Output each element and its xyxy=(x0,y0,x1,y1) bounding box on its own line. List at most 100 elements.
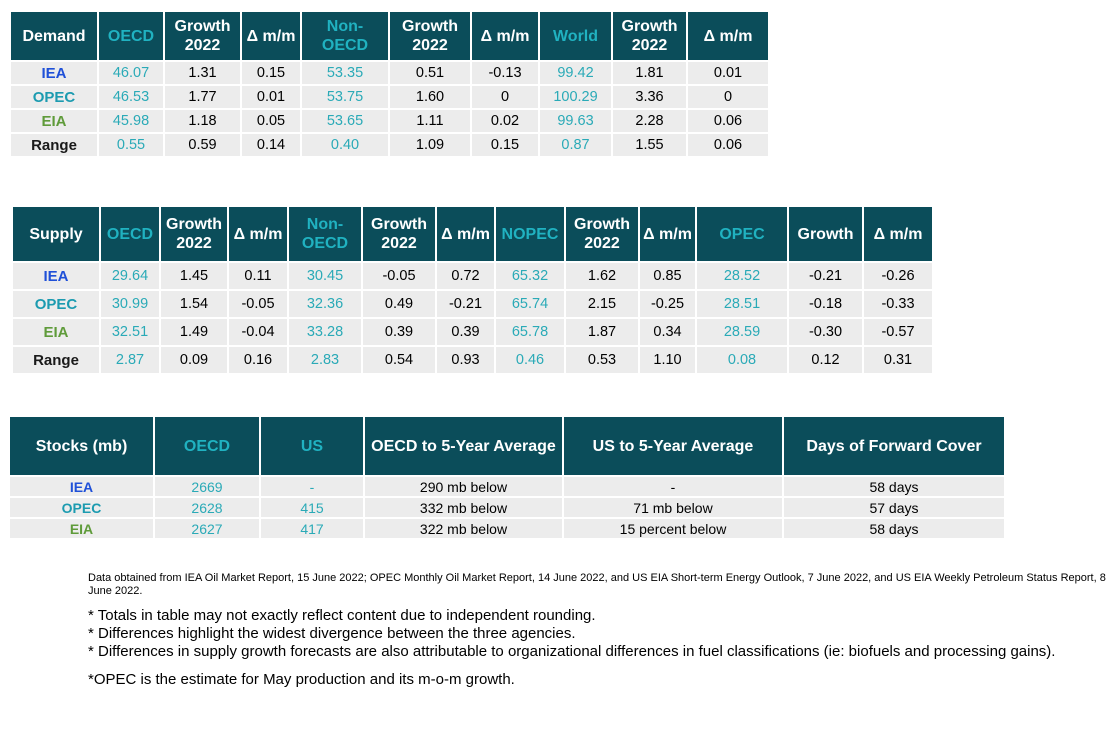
supply-cell: 2.87 xyxy=(101,347,159,373)
supply-table: Supply OECD Growth 2022 Δ m/m Non-OECD Growth… xyxy=(11,205,934,375)
stocks-row-iea: IEA 2669-290 mb below -58 days xyxy=(10,477,1004,496)
supply-cell: 0.46 xyxy=(496,347,564,373)
stocks-cell: 332 mb below xyxy=(365,498,562,517)
demand-cell: 100.29 xyxy=(540,86,611,108)
supply-cell: 0.93 xyxy=(437,347,494,373)
supply-cell: 0.54 xyxy=(363,347,435,373)
stocks-cell: 58 days xyxy=(784,519,1004,538)
supply-cell: 0.12 xyxy=(789,347,862,373)
supply-cell: 0.34 xyxy=(640,319,695,345)
demand-cell: 0 xyxy=(688,86,768,108)
supply-row-eia: EIA 32.51 1.49 -0.04 33.28 0.39 0.39 65.78 1.87 0… xyxy=(13,319,932,345)
demand-row-iea: IEA 46.07 1.31 0.15 53.35 0.51 -0.13 99.42 1.81 0… xyxy=(11,62,768,84)
supply-cell: -0.21 xyxy=(437,291,494,317)
supply-row-range: Range 2.87 0.09 0.16 2.83 0.54 0.93 0.46 0.53 1.1… xyxy=(13,347,932,373)
demand-cell: 1.11 xyxy=(390,110,470,132)
demand-cell: 1.18 xyxy=(165,110,240,132)
stocks-cell: 290 mb below xyxy=(365,477,562,496)
demand-row-opec: OPEC 46.53 1.77 0.01 53.75 1.60 0 100.29 3.36 0 xyxy=(11,86,768,108)
stocks-cell: 57 days xyxy=(784,498,1004,517)
stocks-row-eia: EIA 2627 417 322 mb below 15 percent below 58… xyxy=(10,519,1004,538)
demand-cell: 53.35 xyxy=(302,62,388,84)
demand-cell: 0.06 xyxy=(688,110,768,132)
stocks-cell: 2628 xyxy=(155,498,259,517)
supply-cell: 2.15 xyxy=(566,291,638,317)
demand-cell: 0.02 xyxy=(472,110,538,132)
demand-header-3: Δ m/m xyxy=(242,12,300,60)
supply-cell: -0.26 xyxy=(864,263,932,289)
stocks-row-label: OPEC xyxy=(10,498,153,517)
supply-cell: -0.25 xyxy=(640,291,695,317)
demand-cell: 99.63 xyxy=(540,110,611,132)
demand-cell: 1.60 xyxy=(390,86,470,108)
demand-cell: 0.14 xyxy=(242,134,300,156)
demand-cell: 0.40 xyxy=(302,134,388,156)
supply-cell: 33.28 xyxy=(289,319,361,345)
note-divergence: * Differences highlight the widest diver… xyxy=(88,625,576,642)
supply-cell: 2.83 xyxy=(289,347,361,373)
demand-table: Demand OECD Growth 2022 Δ m/m Non-OECD Growth… xyxy=(9,10,770,158)
supply-header-row: Supply OECD Growth 2022 Δ m/m Non-OECD Growth… xyxy=(13,207,932,261)
supply-cell: 0.08 xyxy=(697,347,787,373)
supply-header-0: Supply xyxy=(13,207,99,261)
stocks-cell: - xyxy=(564,477,782,496)
note-opec-estimate: *OPEC is the estimate for May production… xyxy=(88,671,515,688)
demand-cell: 46.53 xyxy=(99,86,163,108)
note-rounding: * Totals in table may not exactly reflec… xyxy=(88,607,596,624)
stocks-cell: 15 percent below xyxy=(564,519,782,538)
supply-cell: 30.99 xyxy=(101,291,159,317)
stocks-header-4: US to 5-Year Average xyxy=(564,417,782,475)
demand-header-0: Demand xyxy=(11,12,97,60)
demand-cell: 0.59 xyxy=(165,134,240,156)
supply-row-opec: OPEC 30.99 1.54 -0.05 32.36 0.49 -0.21 65.74 2.1… xyxy=(13,291,932,317)
demand-header-2: Growth 2022 xyxy=(165,12,240,60)
stocks-header-row: Stocks (mb) OECD US OECD to 5-Year Average U… xyxy=(10,417,1004,475)
demand-cell: 45.98 xyxy=(99,110,163,132)
demand-cell: 1.09 xyxy=(390,134,470,156)
demand-cell: 0.51 xyxy=(390,62,470,84)
supply-cell: -0.30 xyxy=(789,319,862,345)
supply-cell: -0.21 xyxy=(789,263,862,289)
demand-cell: 46.07 xyxy=(99,62,163,84)
supply-cell: 0.85 xyxy=(640,263,695,289)
demand-row-label: Range xyxy=(11,134,97,156)
supply-header-5: Growth 2022 xyxy=(363,207,435,261)
stocks-row-label: IEA xyxy=(10,477,153,496)
demand-cell: 53.75 xyxy=(302,86,388,108)
demand-cell: 0.06 xyxy=(688,134,768,156)
stocks-header-3: OECD to 5-Year Average xyxy=(365,417,562,475)
demand-row-label: OPEC xyxy=(11,86,97,108)
demand-cell: 0.87 xyxy=(540,134,611,156)
supply-cell: 0.39 xyxy=(363,319,435,345)
supply-header-8: Growth 2022 xyxy=(566,207,638,261)
stocks-header-2: US xyxy=(261,417,363,475)
stocks-cell: 322 mb below xyxy=(365,519,562,538)
demand-row-range: Range 0.55 0.59 0.14 0.40 1.09 0.15 0.87 1.55 0.0… xyxy=(11,134,768,156)
stocks-cell: 415 xyxy=(261,498,363,517)
supply-cell: 29.64 xyxy=(101,263,159,289)
supply-cell: 30.45 xyxy=(289,263,361,289)
demand-cell: 1.31 xyxy=(165,62,240,84)
supply-header-4: Non-OECD xyxy=(289,207,361,261)
supply-cell: 65.78 xyxy=(496,319,564,345)
demand-header-5: Growth 2022 xyxy=(390,12,470,60)
supply-header-9: Δ m/m xyxy=(640,207,695,261)
supply-row-iea: IEA 29.64 1.45 0.11 30.45 -0.05 0.72 65.32 1.62 0… xyxy=(13,263,932,289)
supply-header-10: OPEC xyxy=(697,207,787,261)
supply-cell: 1.10 xyxy=(640,347,695,373)
demand-cell: 0.15 xyxy=(472,134,538,156)
demand-row-label: IEA xyxy=(11,62,97,84)
supply-cell: -0.04 xyxy=(229,319,287,345)
stocks-row-opec: OPEC 2628 415 332 mb below 71 mb below 57 day… xyxy=(10,498,1004,517)
demand-cell: 2.28 xyxy=(613,110,686,132)
supply-cell: -0.18 xyxy=(789,291,862,317)
demand-cell: 1.81 xyxy=(613,62,686,84)
supply-cell: 1.45 xyxy=(161,263,227,289)
stocks-cell: 2669 xyxy=(155,477,259,496)
demand-cell: -0.13 xyxy=(472,62,538,84)
demand-body: IEA 46.07 1.31 0.15 53.35 0.51 -0.13 99.42 1.81 0… xyxy=(11,62,768,156)
supply-cell: 32.51 xyxy=(101,319,159,345)
supply-header-2: Growth 2022 xyxy=(161,207,227,261)
note-classifications: * Differences in supply growth forecasts… xyxy=(88,643,1056,660)
demand-cell: 0.01 xyxy=(688,62,768,84)
